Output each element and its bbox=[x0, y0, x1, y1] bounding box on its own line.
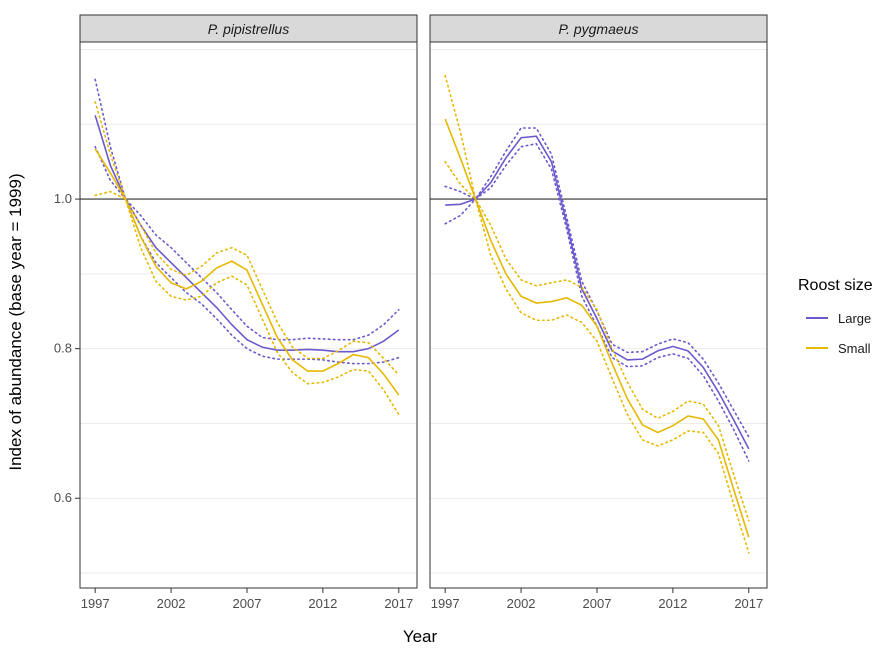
chart-panels: P. pipistrellus 1997 2002 2007 2012 2017 0.6 0.… bbox=[54, 14, 768, 611]
series-small-upper-ci bbox=[444, 74, 750, 522]
x-tick-label: 2007 bbox=[233, 596, 262, 611]
series-large-line bbox=[94, 115, 400, 353]
plot-background bbox=[80, 42, 417, 588]
series-small-line bbox=[94, 148, 400, 396]
panel-title: P. pygmaeus bbox=[559, 21, 639, 37]
y-tick-label: 0.8 bbox=[54, 341, 72, 356]
panel-strip bbox=[429, 14, 768, 43]
legend-title: Roost size bbox=[798, 277, 873, 294]
panel-strip bbox=[79, 14, 418, 43]
panel-p-pipistrellus: P. pipistrellus 1997 2002 2007 2012 2017 0.6 0.… bbox=[54, 14, 418, 611]
panel-border bbox=[429, 41, 768, 589]
series-large-lower-ci bbox=[444, 142, 750, 462]
x-tick-label: 2007 bbox=[583, 596, 612, 611]
series-large-upper-ci bbox=[444, 127, 750, 438]
series-large-upper-ci bbox=[94, 78, 400, 341]
y-tick-label: 1.0 bbox=[54, 191, 72, 206]
y-tick-label: 0.6 bbox=[54, 490, 72, 505]
x-tick-label: 2002 bbox=[157, 596, 186, 611]
x-axis-title: Year bbox=[403, 627, 438, 646]
series-small-line bbox=[444, 118, 750, 538]
legend-label-small: Small bbox=[838, 341, 871, 356]
panel-p-pygmaeus: P. pygmaeus 1997 2002 2007 2012 2017 bbox=[429, 14, 768, 611]
panel-title: P. pipistrellus bbox=[208, 21, 289, 37]
legend-label-large: Large bbox=[838, 311, 871, 326]
legend: Roost size Large Small bbox=[798, 277, 873, 356]
x-tick-label: 1997 bbox=[431, 596, 460, 611]
series-large-line bbox=[445, 135, 750, 450]
y-axis-title: Index of abundance (base year = 1999) bbox=[6, 173, 25, 470]
x-tick-label: 2017 bbox=[734, 596, 763, 611]
x-tick-label: 1997 bbox=[81, 596, 110, 611]
x-tick-label: 2012 bbox=[658, 596, 687, 611]
series-small-lower-ci bbox=[94, 190, 400, 416]
x-tick-label: 2017 bbox=[384, 596, 413, 611]
panel-border bbox=[79, 41, 418, 589]
x-tick-label: 2002 bbox=[507, 596, 536, 611]
x-tick-label: 2012 bbox=[308, 596, 337, 611]
series-small-lower-ci bbox=[444, 160, 750, 554]
